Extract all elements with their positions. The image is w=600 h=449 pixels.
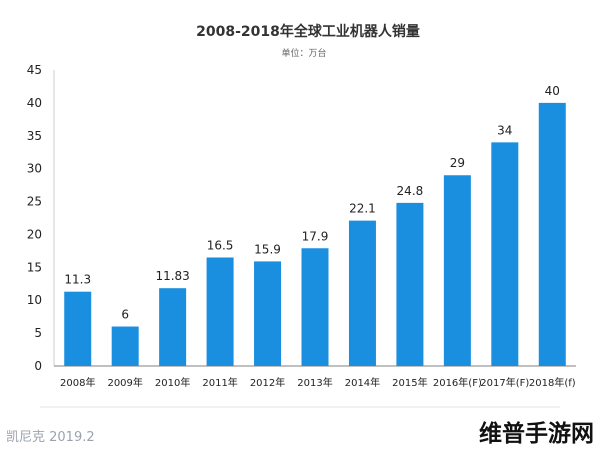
y-tick-label: 5 — [34, 326, 42, 340]
bars — [64, 102, 566, 366]
bar — [396, 202, 424, 366]
x-tick-label: 2011年 — [202, 376, 237, 389]
data-label: 11.83 — [155, 269, 189, 283]
data-label: 22.1 — [349, 202, 376, 216]
bar — [538, 102, 566, 366]
data-label: 6 — [121, 308, 129, 322]
x-tick-labels: 2008年 2009年 2010年 2011年 2012年 2013年 2014年 2015年… — [60, 376, 576, 389]
y-tick-label: 10 — [27, 293, 42, 307]
y-tick-label: 30 — [27, 162, 42, 176]
bar — [301, 248, 329, 366]
chart-subtitle: 单位：万台 — [281, 47, 326, 59]
data-label: 24.8 — [397, 184, 424, 198]
x-tick-label: 2016年(F) — [433, 376, 482, 389]
data-labels: 11.3 6 11.83 16.5 15.9 17.9 22.1 24.8 29 34 40 — [64, 84, 560, 322]
x-tick-label: 2013年 — [297, 376, 332, 389]
watermark-text: 维普手游网 — [479, 420, 594, 447]
bar — [348, 220, 376, 366]
x-tick-label: 2008年 — [60, 376, 95, 389]
bar — [206, 257, 234, 366]
data-label: 29 — [450, 156, 465, 170]
bar — [111, 326, 139, 366]
bar — [64, 291, 92, 366]
y-tick-label: 15 — [27, 260, 42, 274]
x-tick-label: 2010年 — [155, 376, 190, 389]
x-tick-label: 2009年 — [107, 376, 142, 389]
y-tick-label: 40 — [27, 96, 42, 110]
data-label: 15.9 — [254, 242, 281, 256]
x-tick-label: 2015年 — [392, 376, 427, 389]
chart-title: 2008-2018年全球工业机器人销量 — [196, 23, 420, 40]
data-label: 17.9 — [302, 229, 329, 243]
x-tick-label: 2012年 — [250, 376, 285, 389]
data-label: 11.3 — [64, 273, 91, 287]
x-tick-label: 2014年 — [345, 376, 380, 389]
x-tick-label: 2017年(F) — [480, 376, 529, 389]
bar — [159, 288, 187, 366]
bar — [254, 261, 282, 366]
data-label: 34 — [497, 123, 512, 137]
x-tick-label: 2018年(f) — [529, 376, 576, 389]
y-tick-label: 25 — [27, 195, 42, 209]
data-label: 16.5 — [207, 238, 234, 252]
data-label: 40 — [545, 84, 560, 98]
y-tick-label: 20 — [27, 227, 42, 241]
bar — [443, 175, 471, 366]
y-tick-label: 45 — [27, 63, 42, 77]
footer-source-text: 凯尼克 2019.2 — [6, 430, 95, 445]
y-tick-labels: 0 5 10 15 20 25 30 35 40 45 — [27, 63, 42, 373]
y-tick-label: 0 — [34, 359, 42, 373]
bar — [491, 142, 519, 366]
y-tick-label: 35 — [27, 129, 42, 143]
